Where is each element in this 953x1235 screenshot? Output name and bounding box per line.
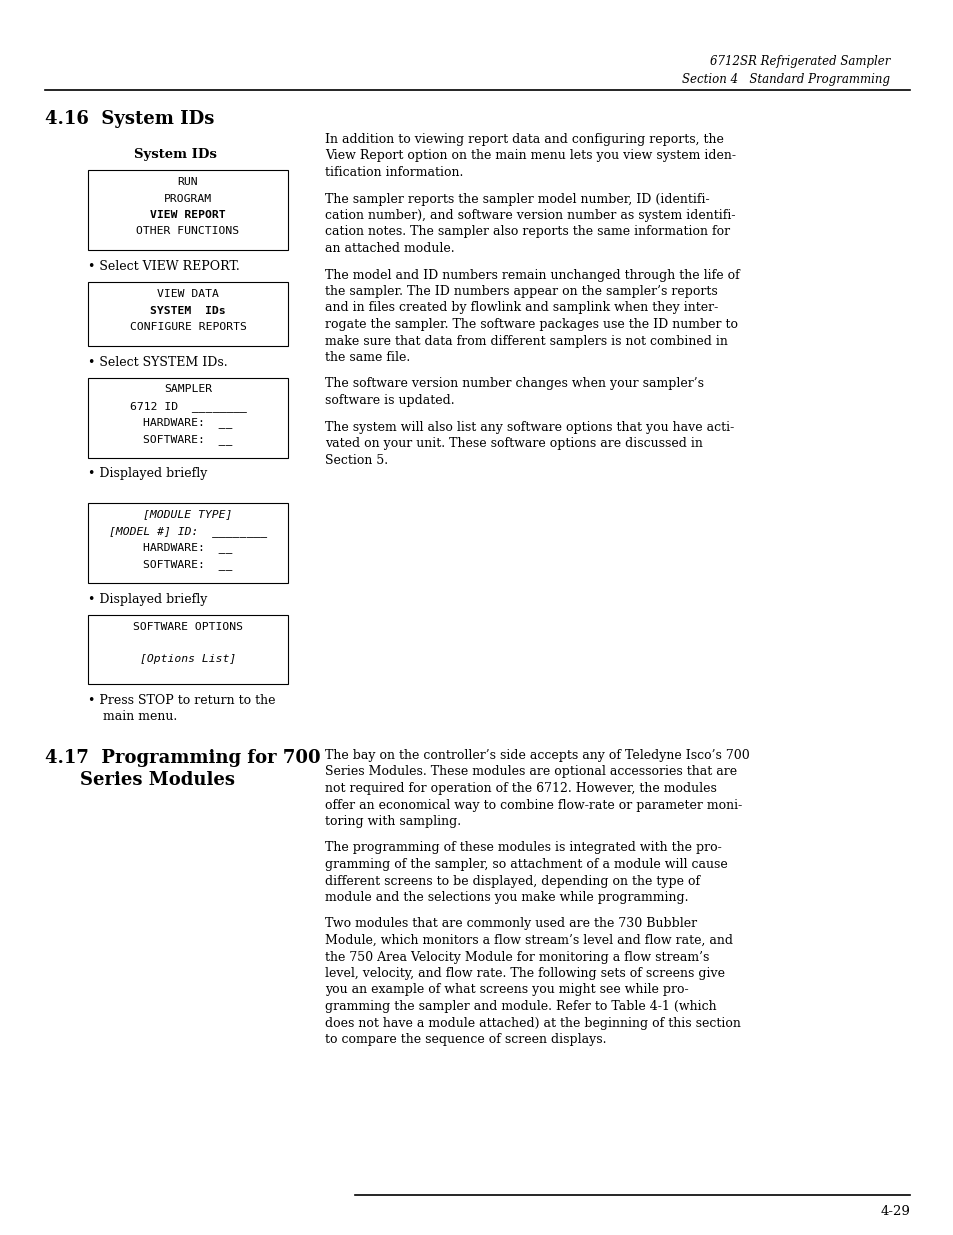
Text: • Select VIEW REPORT.: • Select VIEW REPORT. [88,261,239,273]
Text: tification information.: tification information. [325,165,463,179]
Text: gramming the sampler and module. Refer to Table 4-1 (which: gramming the sampler and module. Refer t… [325,1000,716,1013]
Text: • Select SYSTEM IDs.: • Select SYSTEM IDs. [88,356,228,368]
Text: [MODULE TYPE]: [MODULE TYPE] [143,510,233,520]
Text: • Press STOP to return to the: • Press STOP to return to the [88,694,275,706]
Text: 4.17  Programming for 700: 4.17 Programming for 700 [45,748,320,767]
Text: The programming of these modules is integrated with the pro-: The programming of these modules is inte… [325,841,721,855]
Text: not required for operation of the 6712. However, the modules: not required for operation of the 6712. … [325,782,716,795]
Text: cation notes. The sampler also reports the same information for: cation notes. The sampler also reports t… [325,226,729,238]
Text: The system will also list any software options that you have acti-: The system will also list any software o… [325,420,734,433]
Text: VIEW DATA: VIEW DATA [157,289,218,299]
Text: In addition to viewing report data and configuring reports, the: In addition to viewing report data and c… [325,133,723,146]
Text: The model and ID numbers remain unchanged through the life of: The model and ID numbers remain unchange… [325,268,739,282]
Text: VIEW REPORT: VIEW REPORT [150,210,226,220]
Text: vated on your unit. These software options are discussed in: vated on your unit. These software optio… [325,437,702,450]
Text: SYSTEM  IDs: SYSTEM IDs [150,305,226,315]
Text: 4.16  System IDs: 4.16 System IDs [45,110,214,128]
Text: • Displayed briefly: • Displayed briefly [88,468,207,480]
Text: and in files created by flowlink and samplink when they inter-: and in files created by flowlink and sam… [325,301,718,315]
Text: The sampler reports the sampler model number, ID (identifi-: The sampler reports the sampler model nu… [325,193,709,205]
Text: gramming of the sampler, so attachment of a module will cause: gramming of the sampler, so attachment o… [325,858,727,871]
Text: Series Modules: Series Modules [80,771,234,789]
Text: The software version number changes when your sampler’s: The software version number changes when… [325,378,703,390]
Text: does not have a module attached) at the beginning of this section: does not have a module attached) at the … [325,1016,740,1030]
Bar [88,378,288,457]
Text: HARDWARE:  __: HARDWARE: __ [143,542,233,553]
Text: cation number), and software version number as system identifi-: cation number), and software version num… [325,209,735,222]
Text: 4-29: 4-29 [880,1205,909,1218]
Text: software is updated.: software is updated. [325,394,455,408]
Text: Section 4   Standard Programming: Section 4 Standard Programming [681,73,889,86]
Text: 6712 ID  ________: 6712 ID ________ [130,401,246,412]
Text: SOFTWARE:  __: SOFTWARE: __ [143,433,233,445]
Text: RUN: RUN [177,177,198,186]
Bar [88,170,288,249]
Text: PROGRAM: PROGRAM [164,194,212,204]
Text: Two modules that are commonly used are the 730 Bubbler: Two modules that are commonly used are t… [325,918,697,930]
Bar [88,282,288,346]
Text: rogate the sampler. The software packages use the ID number to: rogate the sampler. The software package… [325,317,738,331]
Text: make sure that data from different samplers is not combined in: make sure that data from different sampl… [325,335,727,347]
Text: main menu.: main menu. [103,710,177,722]
Bar [88,503,288,583]
Text: offer an economical way to combine flow-rate or parameter moni-: offer an economical way to combine flow-… [325,799,741,811]
Text: the sampler. The ID numbers appear on the sampler’s reports: the sampler. The ID numbers appear on th… [325,285,717,298]
Text: HARDWARE:  __: HARDWARE: __ [143,417,233,429]
Text: SOFTWARE OPTIONS: SOFTWARE OPTIONS [132,621,243,631]
Text: level, velocity, and flow rate. The following sets of screens give: level, velocity, and flow rate. The foll… [325,967,724,981]
Bar [88,615,288,684]
Text: OTHER FUNCTIONS: OTHER FUNCTIONS [136,226,239,236]
Text: toring with sampling.: toring with sampling. [325,815,460,827]
Text: Series Modules. These modules are optional accessories that are: Series Modules. These modules are option… [325,766,737,778]
Text: [MODEL #] ID:  ________: [MODEL #] ID: ________ [109,526,267,537]
Text: SAMPLER: SAMPLER [164,384,212,394]
Text: the 750 Area Velocity Module for monitoring a flow stream’s: the 750 Area Velocity Module for monitor… [325,951,709,963]
Text: Section 5.: Section 5. [325,453,388,467]
Text: to compare the sequence of screen displays.: to compare the sequence of screen displa… [325,1032,606,1046]
Text: Module, which monitors a flow stream’s level and flow rate, and: Module, which monitors a flow stream’s l… [325,934,732,947]
Text: you an example of what screens you might see while pro-: you an example of what screens you might… [325,983,688,997]
Text: an attached module.: an attached module. [325,242,455,254]
Text: [Options List]: [Options List] [140,655,236,664]
Text: different screens to be displayed, depending on the type of: different screens to be displayed, depen… [325,874,700,888]
Text: SOFTWARE:  __: SOFTWARE: __ [143,559,233,569]
Text: module and the selections you make while programming.: module and the selections you make while… [325,890,688,904]
Text: The bay on the controller’s side accepts any of Teledyne Isco’s 700: The bay on the controller’s side accepts… [325,748,749,762]
Text: View Report option on the main menu lets you view system iden-: View Report option on the main menu lets… [325,149,735,163]
Text: the same file.: the same file. [325,351,410,364]
Text: CONFIGURE REPORTS: CONFIGURE REPORTS [130,322,246,332]
Text: System IDs: System IDs [133,148,216,161]
Text: • Displayed briefly: • Displayed briefly [88,593,207,605]
Text: 6712SR Refrigerated Sampler: 6712SR Refrigerated Sampler [709,56,889,68]
